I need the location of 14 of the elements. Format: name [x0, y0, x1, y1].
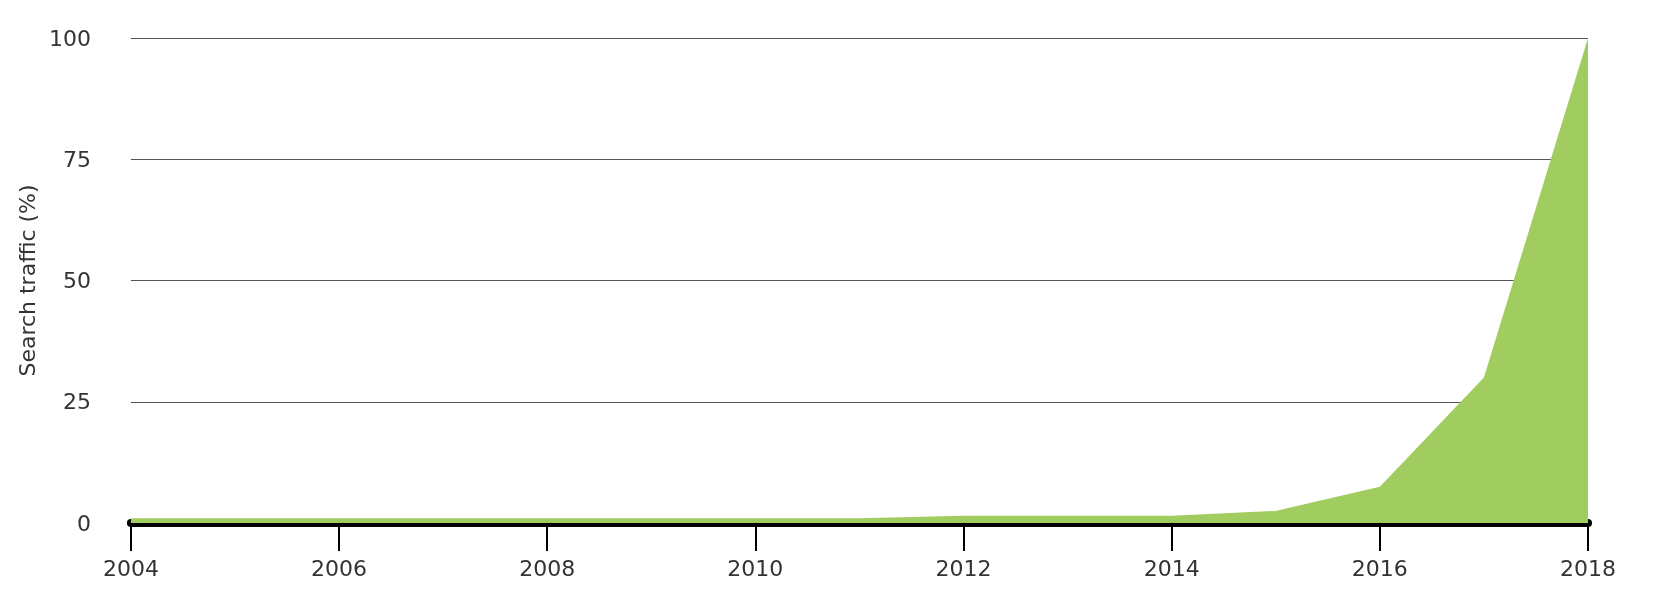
y-tick-label: 0: [76, 510, 91, 536]
x-tick-label: 2014: [1143, 555, 1200, 581]
x-tick-label: 2010: [727, 555, 784, 581]
x-tick-label: 2006: [311, 555, 368, 581]
x-tick-label: 2012: [935, 555, 992, 581]
y-tick-label: 50: [62, 268, 91, 293]
y-tick-label: 100: [48, 25, 91, 51]
x-tick-label: 2016: [1351, 555, 1408, 581]
x-tick-label: 2018: [1560, 555, 1616, 581]
y-tick-label: 25: [62, 389, 91, 415]
x-tick-label: 2008: [519, 555, 576, 581]
x-tick-label: 2004: [102, 555, 159, 581]
y-axis-title: Search traffic (%): [14, 184, 40, 377]
y-tick-label: 75: [62, 146, 91, 172]
